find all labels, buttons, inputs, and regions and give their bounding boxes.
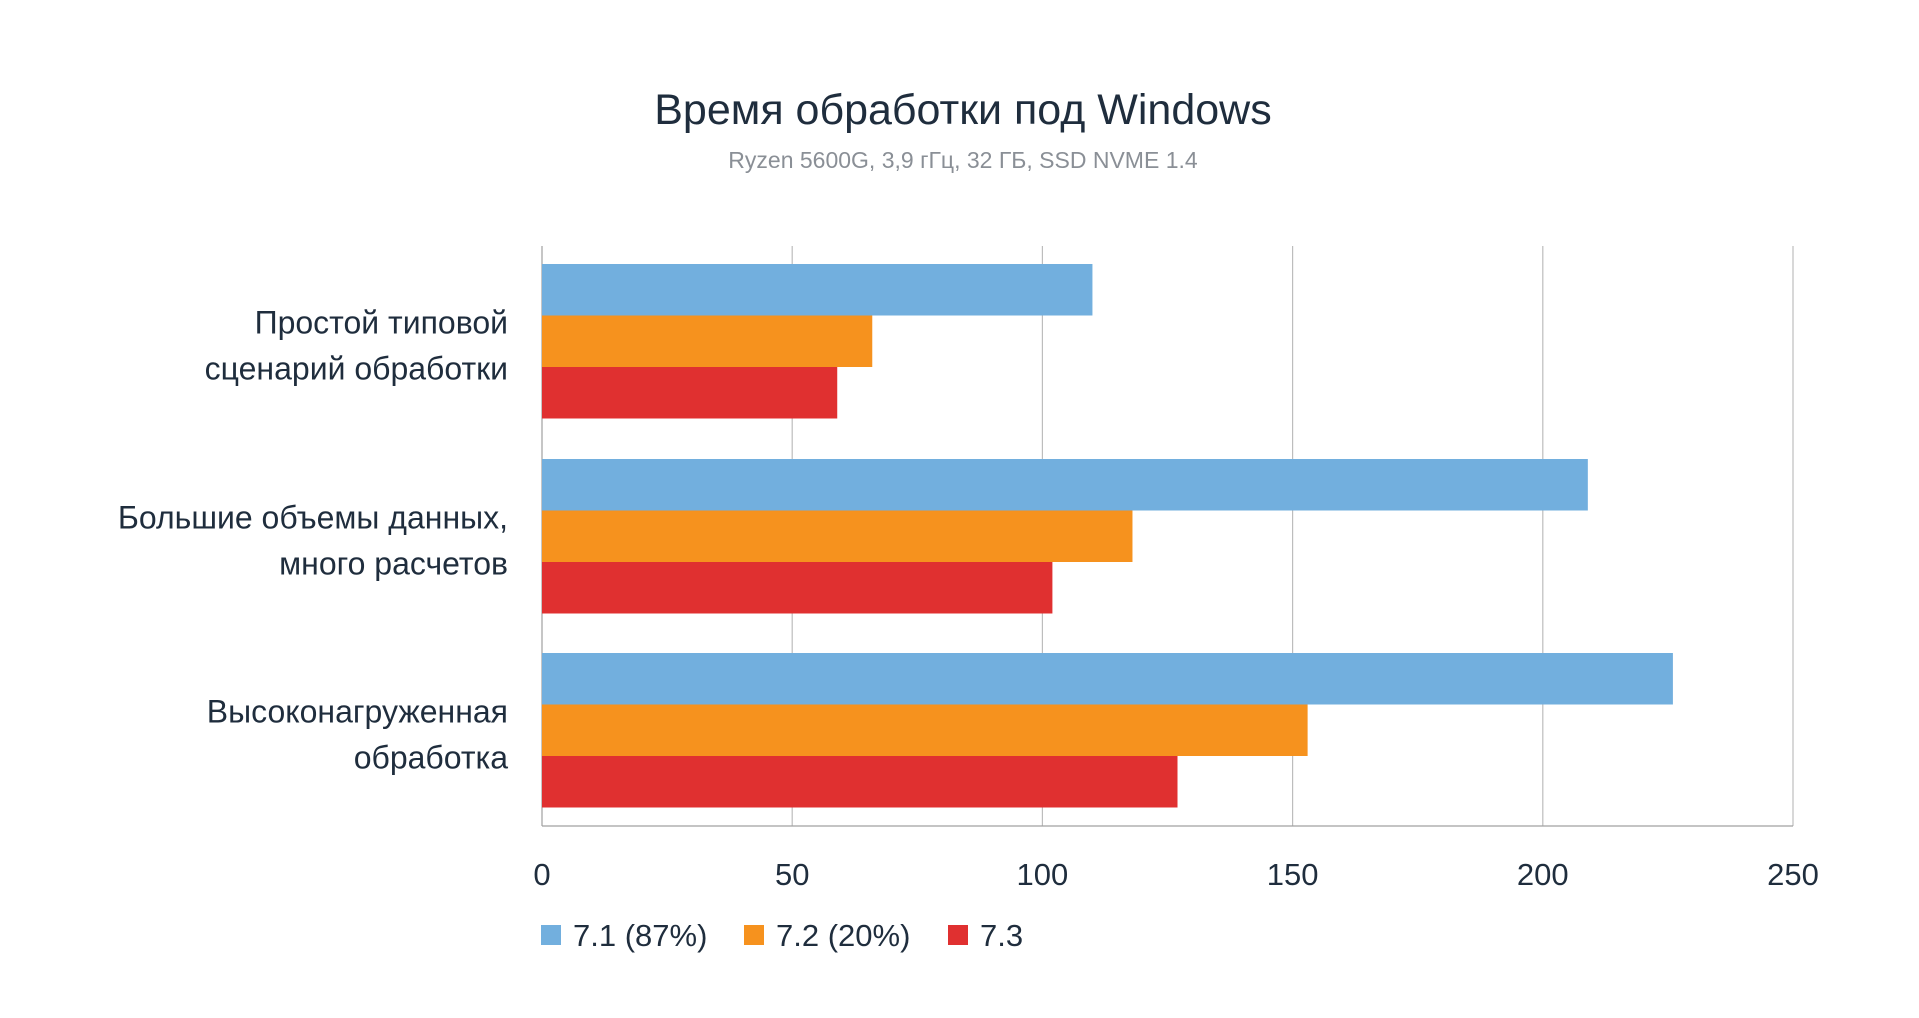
chart-title: Время обработки под Windows: [654, 86, 1272, 134]
legend-label: 7.2 (20%): [776, 918, 910, 953]
category-label: сценарий обработки: [205, 350, 508, 386]
x-tick-label: 50: [775, 857, 809, 892]
bar-3-1: [542, 367, 838, 419]
category-label: Простой типовой: [255, 304, 508, 340]
bar-1-3: [542, 653, 1673, 705]
legend-swatch: [948, 925, 968, 945]
category-label: Большие объемы данных,: [118, 499, 508, 535]
chart-subtitle: Ryzen 5600G, 3,9 гГц, 32 ГБ, SSD NVME 1.…: [728, 147, 1198, 173]
bar-3-2: [542, 562, 1053, 614]
category-label: много расчетов: [279, 545, 508, 581]
x-tick-label: 0: [533, 857, 550, 892]
x-tick-label: 150: [1267, 857, 1319, 892]
legend-swatch: [541, 925, 561, 945]
bar-2-3: [542, 704, 1308, 756]
bar-1-1: [542, 264, 1093, 316]
x-tick-label: 100: [1017, 857, 1069, 892]
legend-label: 7.3: [980, 918, 1023, 953]
category-label: Высоконагруженная: [207, 693, 508, 729]
category-label: обработка: [354, 739, 509, 775]
bar-2-1: [542, 315, 873, 367]
bar-1-2: [542, 459, 1588, 511]
legend-label: 7.1 (87%): [573, 918, 707, 953]
legend-swatch: [744, 925, 764, 945]
bar-3-3: [542, 756, 1178, 808]
bar-2-2: [542, 510, 1133, 562]
x-tick-label: 250: [1767, 857, 1819, 892]
x-tick-label: 200: [1517, 857, 1569, 892]
